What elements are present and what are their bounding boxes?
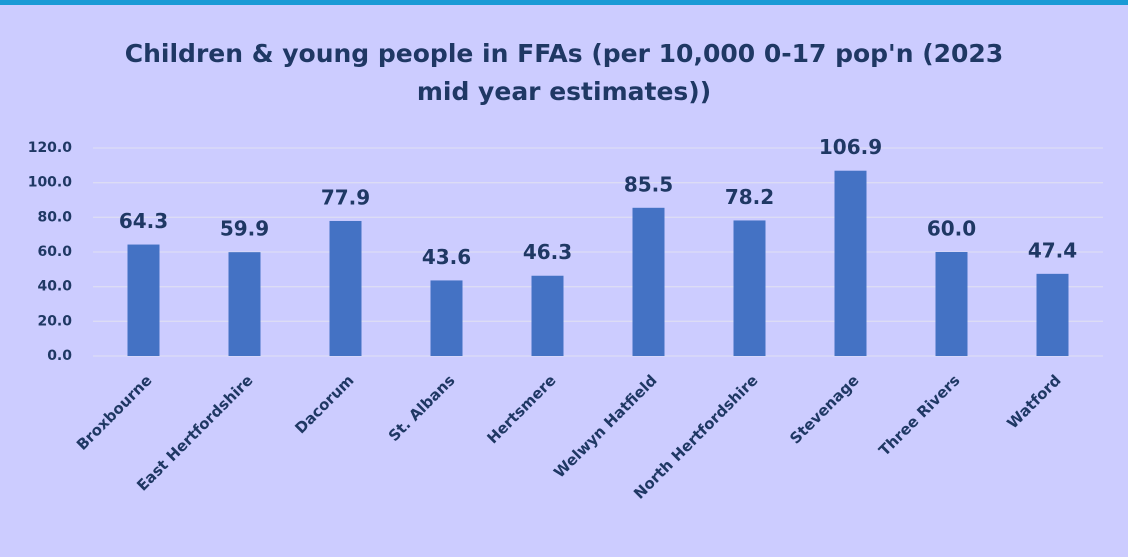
value-label: 46.3 xyxy=(523,240,572,264)
x-tick-label: Watford xyxy=(1004,371,1065,432)
bar xyxy=(430,280,463,356)
bar xyxy=(228,252,261,356)
x-tick-label: Welwyn Hatfield xyxy=(550,371,660,481)
value-label: 59.9 xyxy=(220,217,269,241)
y-tick-label: 20.0 xyxy=(37,313,72,329)
x-tick-label: Stevenage xyxy=(786,371,862,447)
y-tick-label: 100.0 xyxy=(28,175,73,191)
bar xyxy=(329,220,362,356)
bar xyxy=(531,275,564,356)
bar xyxy=(1036,273,1069,356)
x-tick-label: Broxbourne xyxy=(73,371,156,454)
value-label: 60.0 xyxy=(927,217,976,241)
y-tick-label: 0.0 xyxy=(47,348,72,364)
chart: 0.0 20.0 40.0 60.0 80.0 100.0 120.0 64.3 Broxbou… xyxy=(28,135,1103,503)
value-label: 77.9 xyxy=(321,185,370,209)
bar xyxy=(733,220,766,356)
x-tick-label: Three Rivers xyxy=(875,371,963,459)
value-label: 43.6 xyxy=(422,245,471,269)
x-tick-label: Dacorum xyxy=(291,371,357,437)
value-label: 47.4 xyxy=(1028,238,1077,262)
value-label: 78.2 xyxy=(725,185,774,209)
y-tick-label: 60.0 xyxy=(37,244,72,260)
bar xyxy=(632,207,665,356)
y-tick-label: 40.0 xyxy=(37,279,72,295)
y-tick-label: 120.0 xyxy=(28,140,73,156)
value-label: 64.3 xyxy=(119,209,168,233)
y-tick-label: 80.0 xyxy=(37,209,72,225)
x-tick-label: East Hertfordshire xyxy=(133,371,256,494)
chart-title: Children & young people in FFAs (per 10,… xyxy=(124,39,1004,106)
bar xyxy=(935,252,968,356)
x-tick-label: Hertsmere xyxy=(483,371,559,447)
bar xyxy=(127,244,160,356)
value-label: 85.5 xyxy=(624,172,673,196)
value-label: 106.9 xyxy=(819,135,882,159)
bar xyxy=(834,170,867,356)
x-tick-label: St. Albans xyxy=(385,371,459,445)
